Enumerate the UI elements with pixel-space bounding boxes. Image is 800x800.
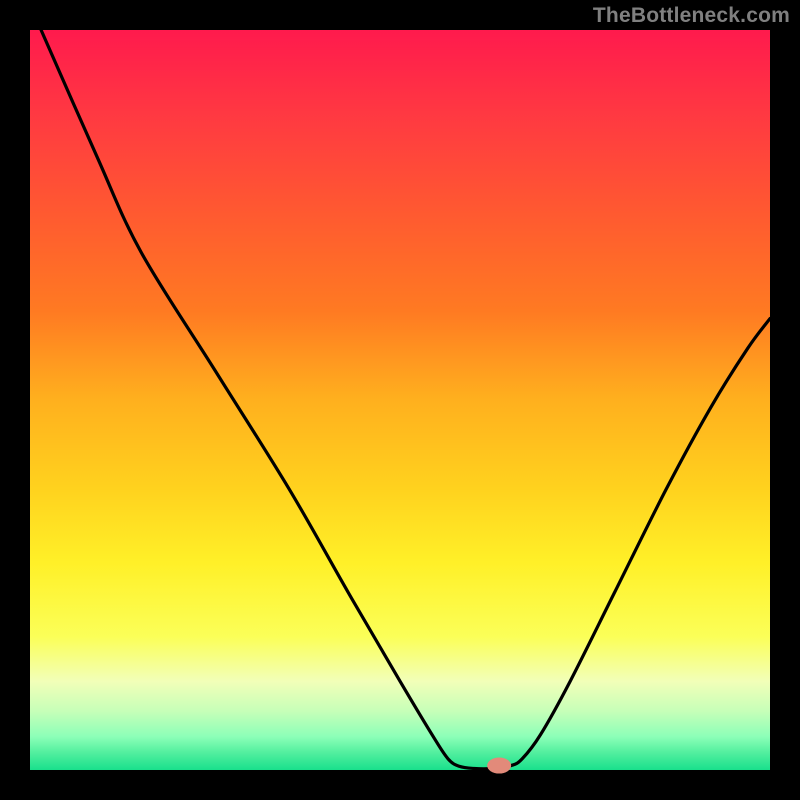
gradient-background	[30, 30, 770, 770]
bottleneck-chart	[0, 0, 800, 800]
figure-root: TheBottleneck.com	[0, 0, 800, 800]
optimum-marker	[487, 758, 511, 774]
attribution-label: TheBottleneck.com	[593, 4, 790, 28]
